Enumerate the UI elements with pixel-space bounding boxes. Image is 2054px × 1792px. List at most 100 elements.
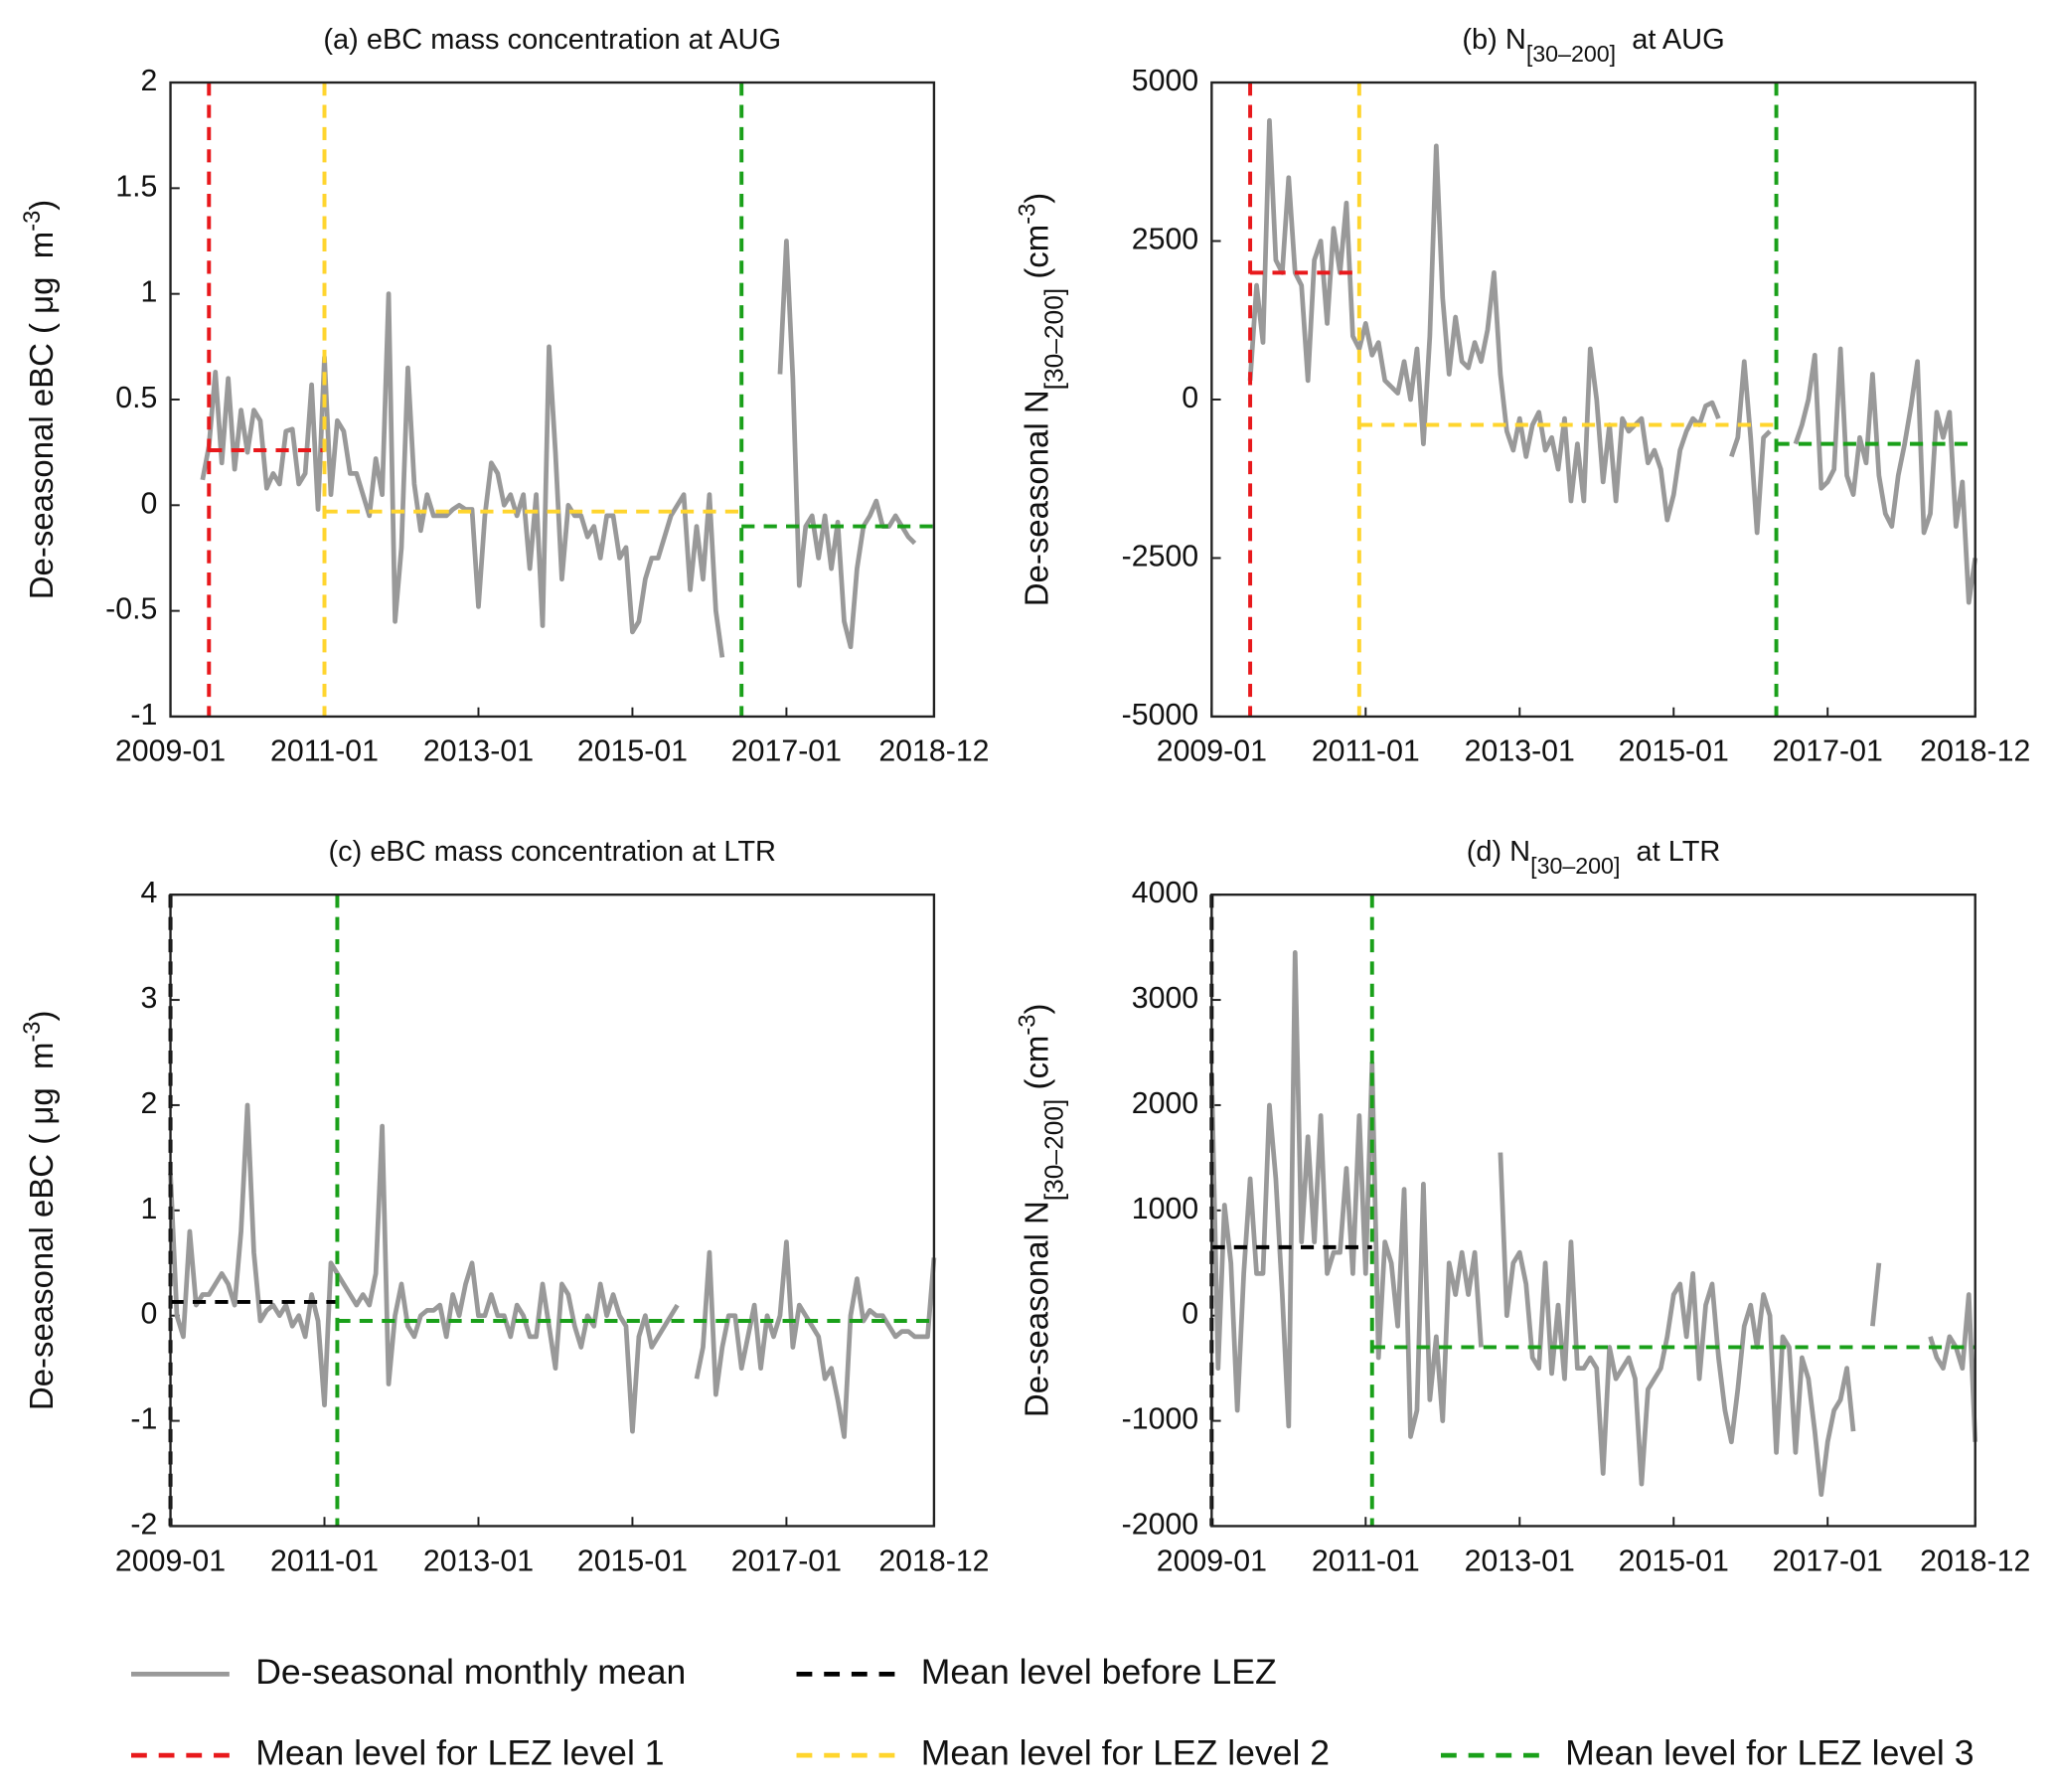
text-part: (a) eBC mass concentration at AUG [323, 24, 781, 56]
data-line [168, 1102, 937, 1439]
plot-area [1211, 82, 1975, 717]
x-tick-label: 2011-01 [1312, 735, 1420, 768]
y-tick-label: 5000 [1132, 65, 1198, 97]
x-tick-label: 2013-01 [1465, 1545, 1575, 1577]
legend-label: Mean level before LEZ [921, 1652, 1277, 1692]
superscript: -3 [20, 211, 46, 232]
x-tick-label: 2011-01 [1312, 1545, 1420, 1577]
x-tick-label: 2009-01 [1157, 1545, 1267, 1577]
axes-frame [169, 81, 936, 719]
y-axis-label: De-seasonal eBC ( μg m-3) [20, 1011, 60, 1411]
data-line [1208, 950, 1978, 1498]
y-tick-label: -1000 [1122, 1403, 1199, 1436]
text-part: (cm [1019, 1036, 1055, 1099]
x-tick-label: 2018-12 [1920, 735, 2030, 768]
y-tick-label: 4 [141, 877, 158, 909]
y-tick-label: 1 [141, 276, 158, 309]
y-tick-label: -2000 [1122, 1508, 1199, 1541]
superscript: -3 [1016, 1015, 1041, 1036]
y-tick-label: -1 [130, 699, 157, 732]
text-part: at LTR [1620, 836, 1720, 868]
y-tick-label: 0 [141, 487, 158, 520]
superscript: -3 [20, 1022, 46, 1043]
x-tick-label: 2015-01 [577, 1545, 688, 1577]
y-tick-label: 2000 [1132, 1087, 1198, 1120]
x-tick-label: 2017-01 [1773, 735, 1883, 768]
x-tick-label: 2011-01 [270, 1545, 379, 1577]
subscript: [30–200] [1526, 41, 1616, 67]
y-tick-label: 0.5 [115, 382, 157, 414]
x-tick-label: 2013-01 [1465, 735, 1575, 768]
x-tick-label: 2018-12 [1920, 1545, 2030, 1577]
legend-label: Mean level for LEZ level 1 [255, 1733, 664, 1773]
y-tick-label: 2 [141, 1087, 158, 1120]
y-tick-label: -0.5 [105, 593, 157, 626]
text-part: (d) N [1467, 836, 1530, 868]
y-tick-label: 0 [1182, 382, 1198, 414]
text-part: ) [1019, 1004, 1055, 1015]
y-axis-label: De-seasonal N[30–200] (cm-3) [1016, 1004, 1069, 1418]
subscript: [30–200] [1530, 853, 1620, 879]
subscript: [30–200] [1039, 288, 1069, 391]
x-tick-label: 2018-12 [878, 1545, 989, 1577]
x-tick-label: 2011-01 [270, 735, 379, 768]
x-tick-label: 2009-01 [115, 735, 226, 768]
axes-frame [169, 893, 936, 1528]
y-tick-label: 2500 [1132, 224, 1198, 256]
legend-label: Mean level for LEZ level 2 [921, 1733, 1330, 1773]
text-part: ) [23, 200, 60, 211]
y-tick-label: 1000 [1132, 1193, 1198, 1225]
chart-title: (d) N[30–200] at LTR [1467, 836, 1721, 879]
y-tick-label: -2500 [1122, 540, 1199, 572]
y-tick-label: 3 [141, 982, 158, 1015]
chart-title: (a) eBC mass concentration at AUG [323, 24, 781, 56]
text-part: ) [1019, 193, 1055, 204]
x-tick-label: 2009-01 [115, 1545, 226, 1577]
y-tick-label: 1.5 [115, 170, 157, 203]
legend-label: Mean level for LEZ level 3 [1565, 1733, 1974, 1773]
text-part: De-seasonal eBC ( μg m [23, 232, 60, 599]
x-tick-label: 2013-01 [423, 735, 534, 768]
x-tick-label: 2018-12 [878, 735, 989, 768]
data-line [1247, 117, 1978, 605]
text-part: (b) N [1462, 24, 1525, 56]
y-tick-label: 2 [141, 65, 158, 97]
y-tick-label: -5000 [1122, 699, 1199, 732]
x-tick-label: 2015-01 [577, 735, 688, 768]
chart-title: (b) N[30–200] at AUG [1462, 24, 1724, 67]
axes-frame [1210, 81, 1976, 719]
plot-area [1211, 895, 1975, 1527]
text-part: (c) eBC mass concentration at LTR [328, 836, 775, 868]
legend-label: De-seasonal monthly mean [255, 1652, 686, 1692]
chart-title: (c) eBC mass concentration at LTR [328, 836, 775, 868]
y-tick-label: -1 [130, 1403, 157, 1436]
x-tick-label: 2017-01 [731, 1545, 842, 1577]
text-part: De-seasonal eBC ( μg m [23, 1043, 60, 1410]
y-tick-label: 0 [1182, 1298, 1198, 1331]
axes-frame [1210, 893, 1976, 1528]
subscript: [30–200] [1039, 1099, 1069, 1202]
superscript: -3 [1016, 204, 1041, 225]
y-tick-label: 3000 [1132, 982, 1198, 1015]
text-part: De-seasonal N [1019, 1201, 1055, 1417]
x-tick-label: 2017-01 [1773, 1545, 1883, 1577]
y-tick-label: -2 [130, 1508, 157, 1541]
x-tick-label: 2009-01 [1157, 735, 1267, 768]
x-tick-label: 2015-01 [1619, 735, 1729, 768]
text-part: ) [23, 1011, 60, 1022]
y-axis-label: De-seasonal eBC ( μg m-3) [20, 200, 60, 600]
x-tick-label: 2013-01 [423, 1545, 534, 1577]
y-tick-label: 0 [141, 1298, 158, 1331]
plot-area [170, 895, 934, 1527]
text-part: De-seasonal N [1019, 390, 1055, 606]
data-line [200, 239, 917, 658]
y-tick-label: 1 [141, 1193, 158, 1225]
text-part: (cm [1019, 225, 1055, 288]
y-tick-label: 4000 [1132, 877, 1198, 909]
x-tick-label: 2015-01 [1619, 1545, 1729, 1577]
text-part: at AUG [1616, 24, 1725, 56]
x-tick-label: 2017-01 [731, 735, 842, 768]
y-axis-label: De-seasonal N[30–200] (cm-3) [1016, 193, 1069, 607]
